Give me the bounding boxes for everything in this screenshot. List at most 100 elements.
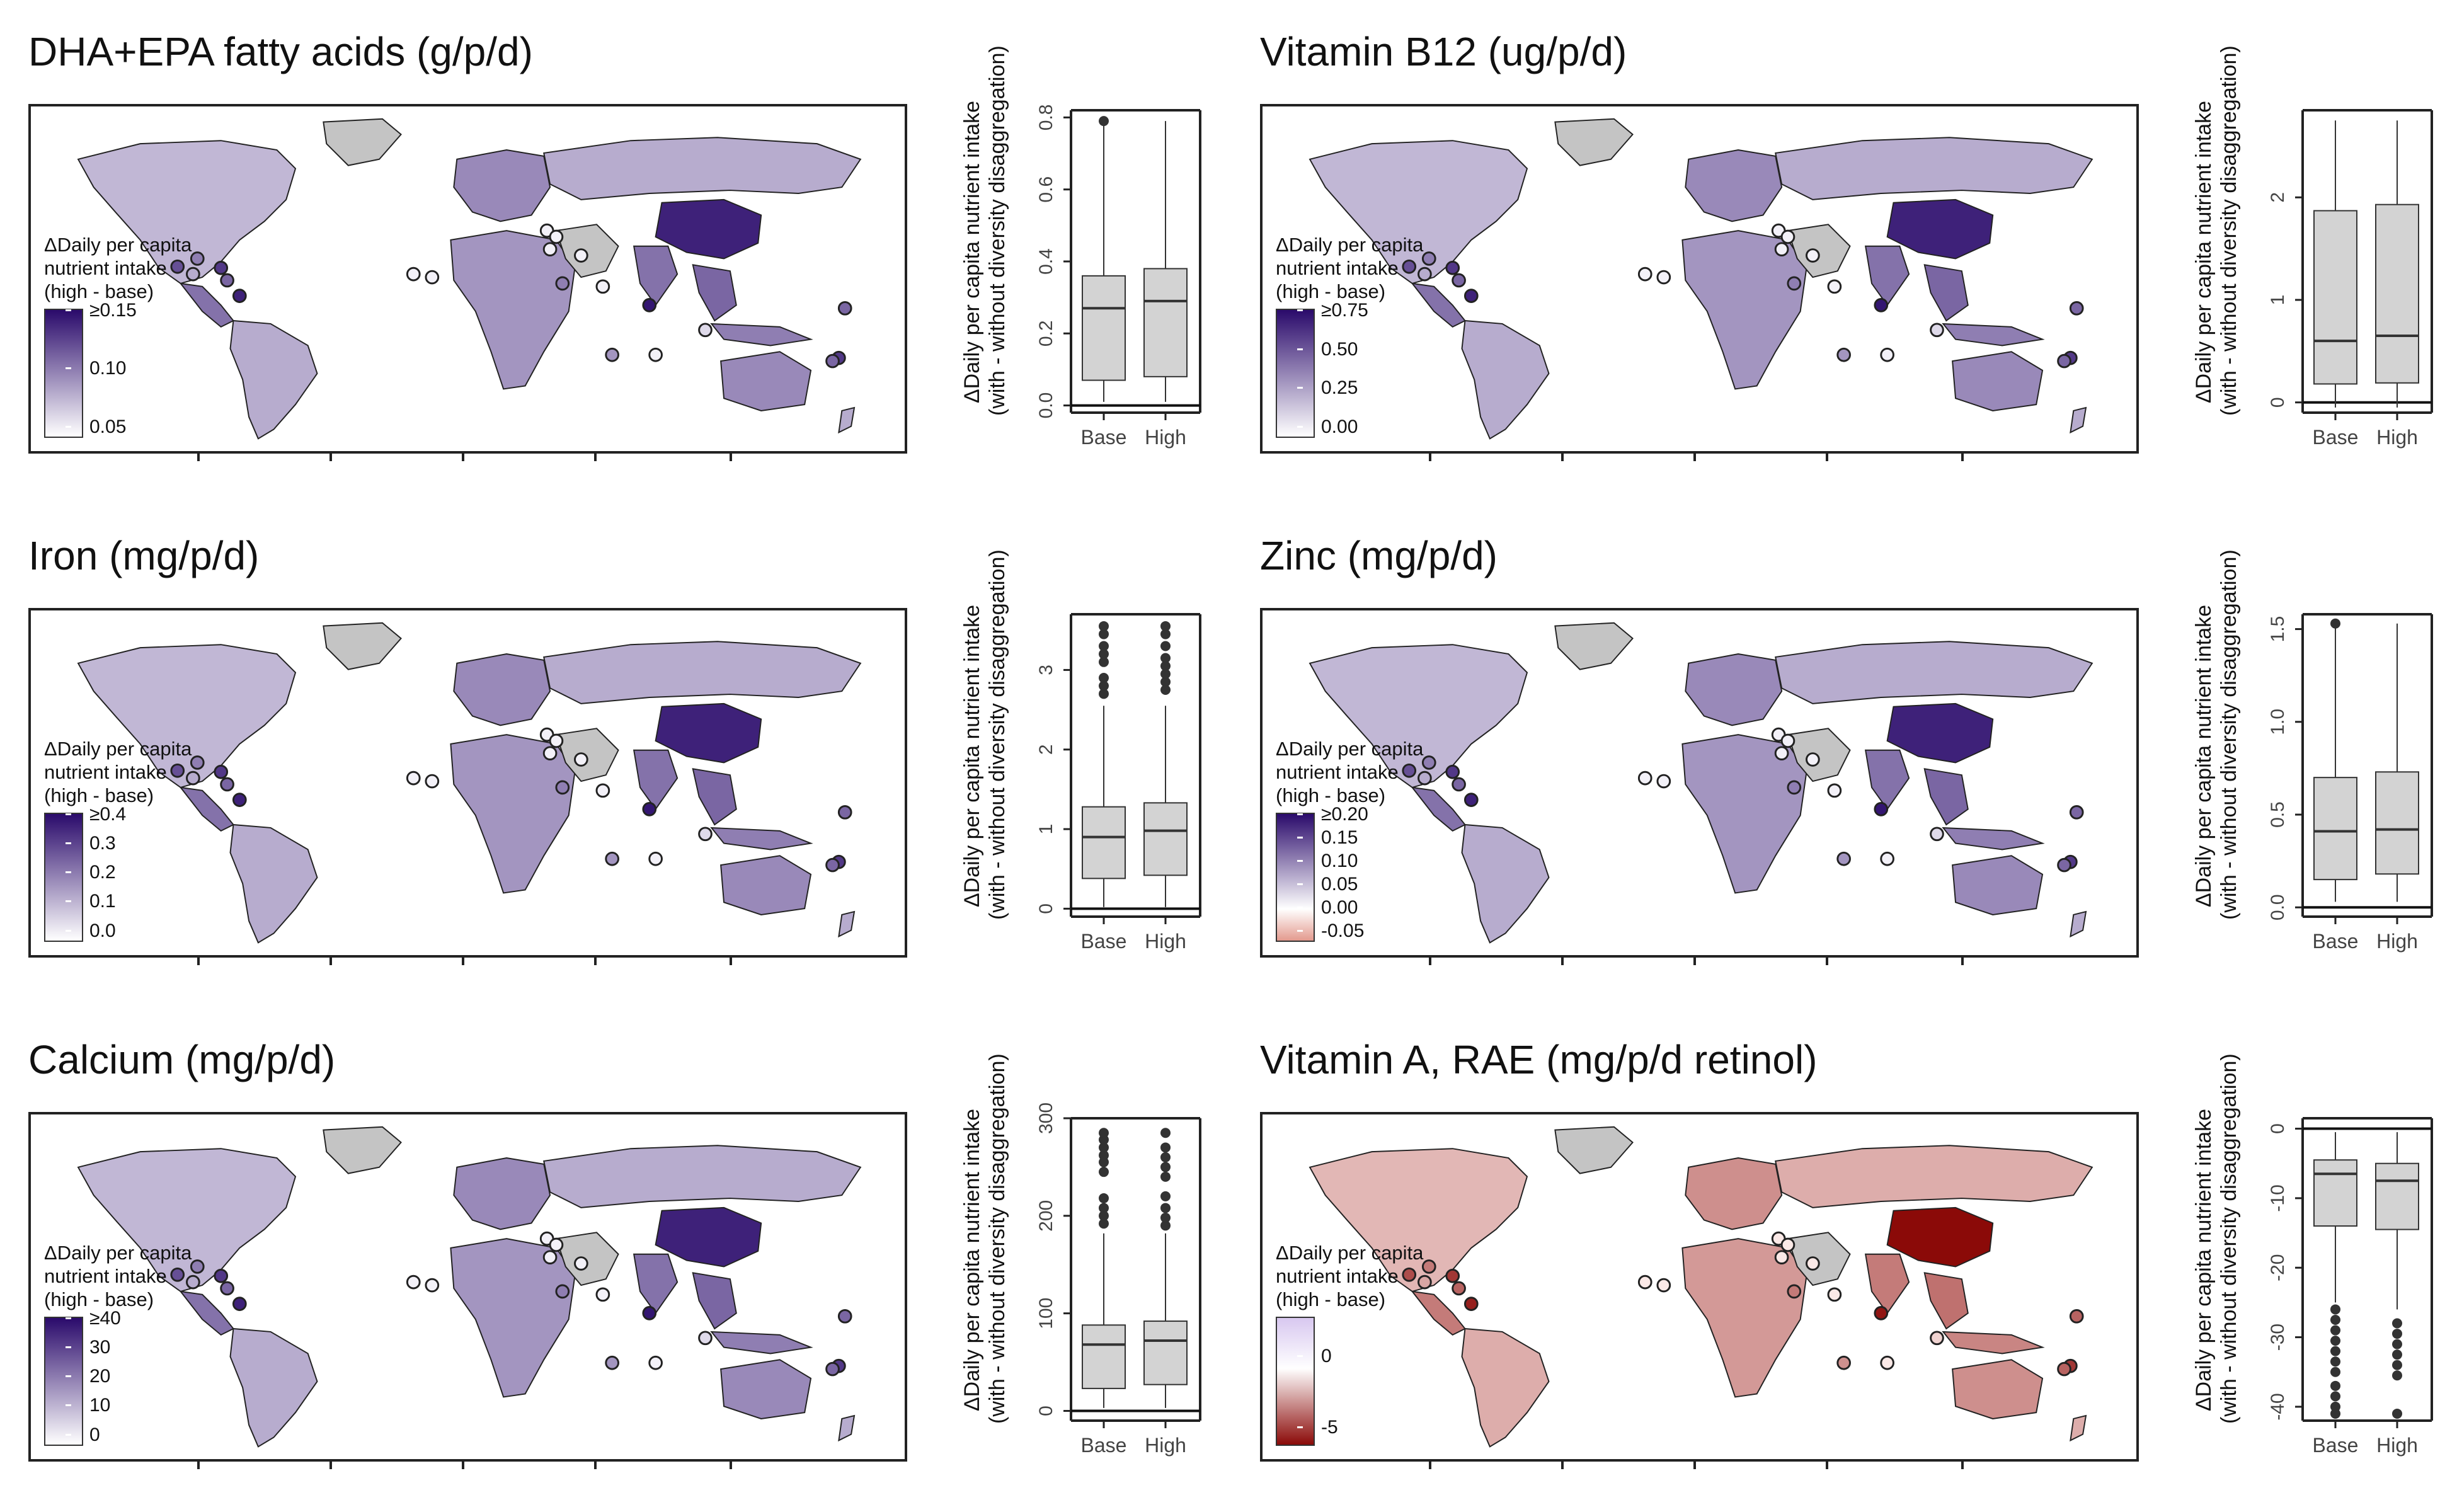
- legend: ΔDaily per capita nutrient intake (high - …: [1276, 1241, 1423, 1446]
- legend-tick-label: 0.0: [66, 920, 116, 941]
- outlier-point: [1099, 1128, 1109, 1138]
- region-india: [1864, 245, 1910, 307]
- legend-tick-label: 0.00: [1297, 896, 1358, 918]
- outlier-point: [2392, 1360, 2402, 1370]
- island-marker: [1787, 780, 1802, 795]
- region-europe: [1685, 1157, 1783, 1230]
- legend-title-line: nutrient intake: [44, 1265, 167, 1287]
- ylabel-line: ΔDaily per capita nutrient intake: [2192, 1108, 2216, 1412]
- island-marker: [1656, 774, 1671, 789]
- island-marker: [186, 770, 200, 786]
- region-russia-asia: [543, 641, 862, 704]
- region-southeast-asia: [692, 1272, 737, 1330]
- y-tick-label: 300: [1036, 1102, 1057, 1134]
- region-india: [633, 749, 679, 811]
- region-middle-east: [1787, 728, 1851, 782]
- island-marker: [170, 1267, 185, 1282]
- region-middle-east: [555, 728, 619, 782]
- world-map: [1260, 1112, 2139, 1462]
- island-marker: [214, 764, 229, 779]
- region-australia: [1952, 855, 2044, 915]
- box-iqr: [2375, 1162, 2419, 1230]
- island-marker: [1445, 260, 1460, 275]
- legend-title-line: ΔDaily per capita: [44, 738, 192, 760]
- island-marker: [1656, 1278, 1671, 1293]
- chart-title: Vitamin A, RAE (mg/p/d retinol): [1260, 1037, 1818, 1082]
- x-tick-label: Base: [2313, 930, 2359, 953]
- region-russia-asia: [543, 1145, 862, 1208]
- island-marker: [1463, 793, 1479, 807]
- legend-tick-label: 0: [1297, 1346, 1332, 1366]
- outlier-point: [1099, 656, 1109, 667]
- box-iqr: [2313, 777, 2357, 881]
- island-marker: [642, 298, 657, 312]
- y-tick-label: -30: [2267, 1324, 2288, 1351]
- map-svg: [1309, 118, 2093, 440]
- box-iqr: [1143, 1320, 1188, 1385]
- y-tick-label: 2: [1036, 744, 1057, 755]
- legend-tick-label: ≥0.20: [1297, 804, 1368, 825]
- region-north-america: [77, 140, 297, 284]
- legend-tick-label: 0.1: [66, 891, 116, 912]
- box-iqr: [1082, 806, 1126, 879]
- chart-panel: Zinc (mg/p/d) ΔDaily per capita nutrient i…: [1232, 504, 2457, 1008]
- box-plot: 0 1 2 3 Base High: [1036, 613, 1201, 953]
- island-marker: [425, 1278, 440, 1293]
- ylabel-line: ΔDaily per capita nutrient intake: [960, 604, 984, 908]
- island-marker: [1836, 1355, 1851, 1370]
- outlier-point: [1160, 653, 1171, 663]
- island-marker: [1880, 1355, 1894, 1370]
- region-southeast-asia: [692, 264, 737, 322]
- outlier-point: [1099, 680, 1109, 691]
- region-europe: [1685, 653, 1783, 726]
- outlier-point: [1160, 1203, 1171, 1213]
- region-new-zealand: [838, 1414, 856, 1442]
- chart-title: Zinc (mg/p/d): [1260, 533, 1498, 578]
- island-marker: [220, 273, 234, 288]
- box-plot: 0.0 0.2 0.4 0.6 0.8 Base High: [1036, 105, 1201, 449]
- region-africa: [1681, 1238, 1807, 1398]
- island-marker: [1402, 763, 1417, 778]
- outlier-point: [2330, 1408, 2340, 1419]
- outlier-point: [1099, 629, 1109, 639]
- chart-title: Vitamin B12 (ug/p/d): [1260, 29, 1627, 74]
- outlier-point: [1099, 116, 1109, 127]
- island-marker: [2069, 1309, 2084, 1324]
- island-marker: [825, 857, 840, 873]
- map-svg: [77, 1126, 862, 1448]
- region-new-zealand: [838, 406, 856, 434]
- legend-tick-label: 20: [65, 1366, 111, 1387]
- island-marker: [698, 1331, 713, 1346]
- island-marker: [1445, 764, 1460, 779]
- legend-title-line: nutrient intake: [1276, 257, 1399, 279]
- legend-colorbar: [44, 309, 83, 438]
- chart-panel: Calcium (mg/p/d) ΔDaily per capita nutrien…: [0, 1008, 1225, 1512]
- legend-tick-label: 0: [66, 1424, 100, 1445]
- island-marker: [1836, 347, 1851, 362]
- outlier-point: [2330, 1325, 2340, 1336]
- region-new-zealand: [838, 910, 856, 938]
- legend-title-line: (high - base): [1276, 1288, 1386, 1310]
- legend-tick-label: 0.25: [1297, 377, 1358, 398]
- island-marker: [542, 746, 558, 761]
- outlier-point: [1160, 629, 1171, 639]
- y-tick-label: 0.8: [1036, 105, 1057, 131]
- region-africa: [1681, 230, 1807, 390]
- island-marker: [1452, 273, 1466, 288]
- legend-colorbar: [1276, 1317, 1315, 1446]
- region-south-america: [1461, 1327, 1550, 1448]
- x-tick-label: High: [1145, 1434, 1186, 1457]
- island-marker: [1463, 289, 1479, 303]
- island-marker: [1930, 323, 1944, 338]
- outlier-point: [2330, 1401, 2340, 1412]
- legend-title-line: ΔDaily per capita: [44, 1242, 192, 1264]
- y-tick-label: 100: [1036, 1298, 1057, 1329]
- island-marker: [595, 783, 610, 798]
- region-southeast-asia: [692, 768, 737, 826]
- region-india: [1864, 1253, 1910, 1315]
- chart-title: Iron (mg/p/d): [28, 533, 260, 578]
- region-greenland: [323, 1126, 402, 1174]
- island-marker: [1880, 347, 1894, 362]
- island-marker: [1774, 746, 1789, 761]
- outlier-point: [1160, 1162, 1171, 1172]
